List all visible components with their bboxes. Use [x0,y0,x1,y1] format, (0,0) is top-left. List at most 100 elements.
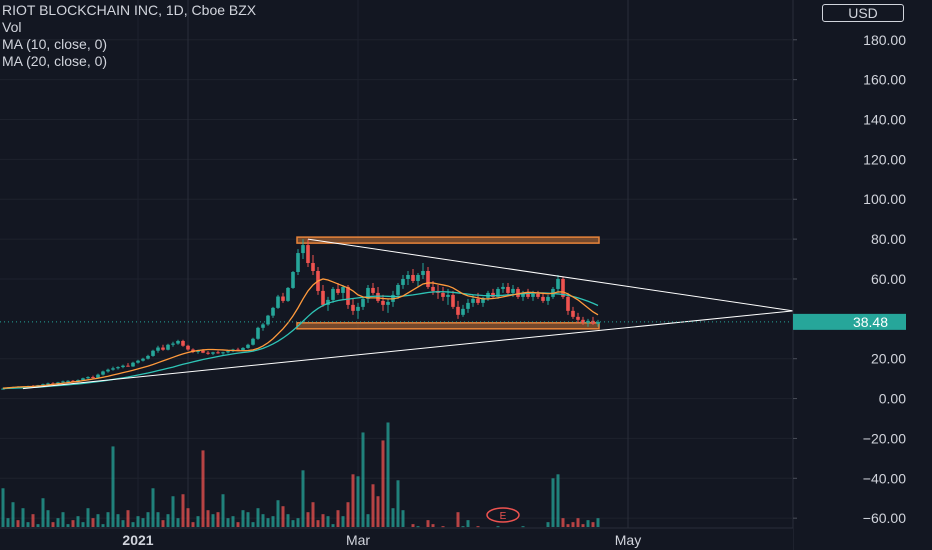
legend-symbol-title[interactable]: RIOT BLOCKCHAIN INC, 1D, Cboe BZX [2,2,257,18]
candle-body-102 [511,288,515,293]
candle-body-69 [346,286,350,305]
candle-body-106 [531,293,535,297]
volume-bar-1 [6,518,10,527]
volume-bar-76 [381,440,385,527]
candle-body-84 [421,270,425,275]
time-label-2: May [615,532,641,548]
volume-bar-39 [196,516,200,527]
volume-bar-114 [571,522,575,527]
candle-body-115 [576,316,580,320]
candle-body-89 [446,294,450,297]
candle-body-41 [206,352,210,354]
candle-body-21 [106,369,110,372]
volume-bar-19 [96,514,100,527]
volume-bar-73 [366,514,370,527]
candle-body-66 [331,288,335,300]
volume-bar-28 [141,518,145,527]
volume-bar-51 [256,508,260,527]
volume-bar-109 [546,522,550,527]
price-tick-label-6: 60.00 [871,271,906,287]
candle-body-75 [376,292,380,301]
candle-body-113 [566,296,570,311]
legend-volume[interactable]: Vol [2,19,22,35]
volume-bar-116 [581,524,585,527]
price-tick-label-3: 120.00 [863,151,906,167]
chart-overlays: E [0,321,792,523]
volume-bar-47 [236,522,240,527]
last-price-label: 38.48 [853,314,888,330]
candle-body-76 [381,300,385,305]
volume-bar-37 [186,508,190,527]
price-tick-label-5: 80.00 [871,231,906,247]
volume-bar-91 [456,512,460,527]
candle-body-45 [226,351,230,353]
volume-bar-65 [326,516,330,527]
candle-body-93 [466,302,470,309]
candle-body-108 [541,296,545,301]
volume-bar-12 [61,512,65,527]
volume-bar-79 [396,480,400,527]
candle-body-12 [61,381,65,383]
volume-bar-13 [66,524,70,527]
candle-body-32 [161,347,165,350]
candle-body-35 [176,340,180,344]
volume-bar-34 [171,496,175,527]
candle-body-42 [211,352,215,354]
candle-body-33 [166,344,170,350]
candle-body-71 [356,306,360,311]
volume-bar-4 [21,508,25,527]
volume-bar-118 [591,522,595,527]
candle-body-98 [491,292,495,297]
candle-body-99 [496,288,500,297]
volume-bar-119 [596,518,600,527]
candle-body-107 [536,293,540,297]
volume-bar-45 [226,518,230,527]
candle-body-85 [426,270,430,287]
candle-body-65 [326,299,330,305]
candle-body-54 [271,307,275,316]
candle-body-96 [481,297,485,303]
volume-bar-20 [101,524,105,527]
time-axis[interactable]: 2021 Mar May [0,527,793,550]
volume-bar-43 [216,512,220,527]
candle-body-111 [556,278,560,289]
candle-body-19 [96,374,100,378]
volume-bar-86 [431,524,435,527]
candle-body-92 [461,308,465,315]
candle-body-55 [276,296,280,308]
candle-body-91 [456,306,460,315]
volume-bar-14 [71,520,75,527]
last-price-badge [793,313,906,330]
volume-bar-69 [346,502,350,527]
currency-button[interactable]: USD [822,4,904,22]
volume-bar-93 [466,520,470,527]
candle-body-50 [251,338,255,345]
volume-bar-38 [191,522,195,527]
candle-body-47 [236,349,240,351]
candle-body-100 [501,286,505,289]
volume-bar-99 [496,526,500,528]
volume-bar-77 [386,422,390,527]
price-tick-label-1: 160.00 [863,72,906,88]
volume-bar-113 [566,524,570,527]
candle-body-9 [46,383,50,385]
price-axis[interactable]: 180.00 160.00 140.00 120.00 100.00 80.00 60.00… [792,0,932,550]
price-tick-label-8: 0.00 [879,391,906,407]
candle-body-77 [386,301,390,305]
volume-bar-23 [116,514,120,527]
candle-body-17 [86,377,90,379]
volume-bar-70 [351,474,355,527]
volume-bar-40 [201,450,205,527]
candle-body-23 [116,367,120,369]
volume-bar-57 [286,514,290,527]
ma10-line [2,278,599,389]
legend-ma10[interactable]: MA (10, close, 0) [2,36,108,52]
candle-body-57 [286,287,290,301]
price-tick-label-10: −40.00 [863,470,906,486]
volume-bar-11 [56,518,60,527]
candle-body-59 [296,253,300,272]
candle-body-95 [476,298,480,303]
legend-ma20[interactable]: MA (20, close, 0) [2,53,108,69]
candle-body-52 [261,324,265,328]
